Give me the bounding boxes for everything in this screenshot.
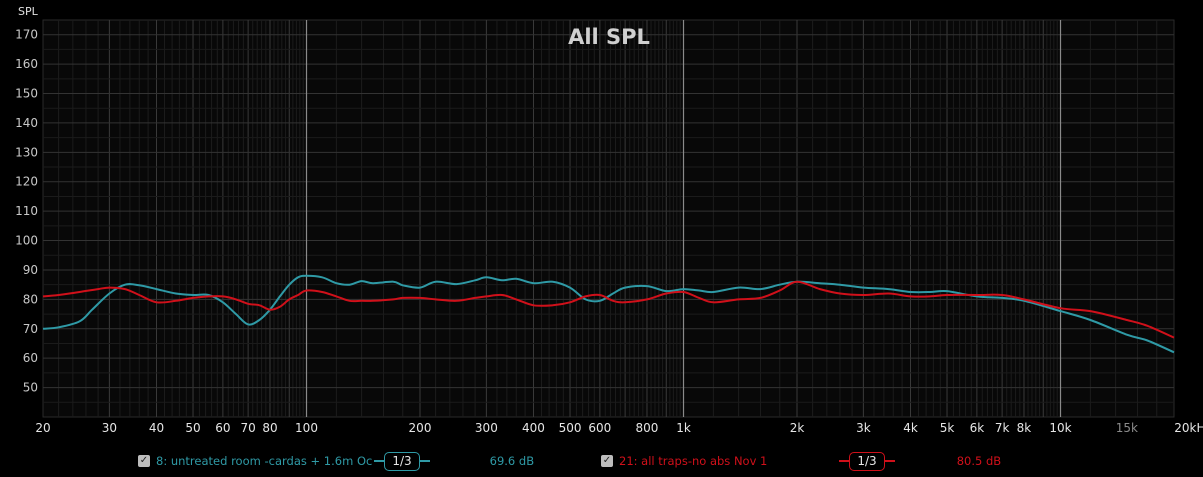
x-tick-label: 600 <box>588 421 611 435</box>
x-tick-label: 70 <box>240 421 255 435</box>
y-tick-label: 140 <box>15 116 38 130</box>
y-axis-label: SPL <box>18 5 39 18</box>
x-tick-label: 800 <box>636 421 659 435</box>
x-tick-label: 500 <box>559 421 582 435</box>
plot-background <box>42 19 1175 418</box>
x-tick-label: 40 <box>149 421 164 435</box>
series-1-line-swatch-left <box>374 460 385 462</box>
y-tick-label: 100 <box>15 234 38 248</box>
legend-series-1: ✓ 8: untreated room -cardas + 1.6m Oc 1/… <box>138 450 534 472</box>
series-1-smoothing[interactable]: 1/3 <box>374 451 430 471</box>
y-tick-label: 130 <box>15 145 38 159</box>
series-1-line-swatch-right <box>419 460 430 462</box>
y-axis-ticks: 50 60 70 80 90 100 110 120 130 140 150 160 170 <box>15 28 38 395</box>
series-1-level: 69.6 dB <box>489 454 535 468</box>
y-tick-label: 60 <box>23 351 38 365</box>
series-2-level: 80.5 dB <box>956 454 1002 468</box>
x-tick-label: 30 <box>102 421 117 435</box>
series-1-name[interactable]: 8: untreated room -cardas + 1.6m Oc <box>156 454 373 468</box>
x-tick-label: 300 <box>475 421 498 435</box>
x-tick-label: 2k <box>790 421 805 435</box>
x-tick-label: 7k <box>995 421 1010 435</box>
series-2-line-swatch-left <box>839 460 850 462</box>
x-tick-label: 1k <box>676 421 691 435</box>
x-tick-label: 5k <box>940 421 955 435</box>
series-1-smoothing-box: 1/3 <box>384 451 420 471</box>
x-tick-label: 4k <box>903 421 918 435</box>
y-tick-label: 110 <box>15 204 38 218</box>
x-tick-label: 15k <box>1116 421 1138 435</box>
x-tick-label: 60 <box>215 421 230 435</box>
series-2-smoothing-box: 1/3 <box>849 451 885 471</box>
legend: ✓ 8: untreated room -cardas + 1.6m Oc 1/… <box>0 450 1203 472</box>
series-2-checkbox[interactable]: ✓ <box>601 455 613 467</box>
x-tick-label: 10k <box>1049 421 1071 435</box>
x-tick-label: 20kHz <box>1174 421 1203 435</box>
y-tick-label: 150 <box>15 87 38 101</box>
series-2-line-swatch-right <box>884 460 895 462</box>
x-tick-label: 3k <box>856 421 871 435</box>
legend-series-2: ✓ 21: all traps-no abs Nov 1 1/3 80.5 dB <box>601 450 1001 472</box>
series-2-name[interactable]: 21: all traps-no abs Nov 1 <box>619 454 768 468</box>
chart-title: All SPL <box>568 25 650 49</box>
minor-grid <box>43 20 1174 417</box>
x-tick-label: 80 <box>262 421 277 435</box>
x-tick-label: 400 <box>522 421 545 435</box>
x-tick-label: 6k <box>970 421 985 435</box>
x-axis-ticks: 20 30 40 50 60 70 80 100 200 300 400 500 600 800 1k 2k 3… <box>35 421 1203 435</box>
series-layer <box>42 274 1175 354</box>
x-tick-label: 20 <box>35 421 50 435</box>
series-line-1 <box>42 274 1175 354</box>
x-tick-label: 8k <box>1017 421 1032 435</box>
series-line-2 <box>42 280 1175 339</box>
x-tick-label: 50 <box>185 421 200 435</box>
y-tick-label: 90 <box>23 263 38 277</box>
x-tick-label: 100 <box>295 421 318 435</box>
x-tick-label: 200 <box>409 421 432 435</box>
y-tick-label: 70 <box>23 322 38 336</box>
y-tick-label: 80 <box>23 292 38 306</box>
y-tick-label: 50 <box>23 381 38 395</box>
y-tick-label: 160 <box>15 57 38 71</box>
series-2-smoothing[interactable]: 1/3 <box>839 451 895 471</box>
y-tick-label: 170 <box>15 28 38 42</box>
y-tick-label: 120 <box>15 175 38 189</box>
series-1-checkbox[interactable]: ✓ <box>138 455 150 467</box>
major-grid <box>305 20 1062 417</box>
